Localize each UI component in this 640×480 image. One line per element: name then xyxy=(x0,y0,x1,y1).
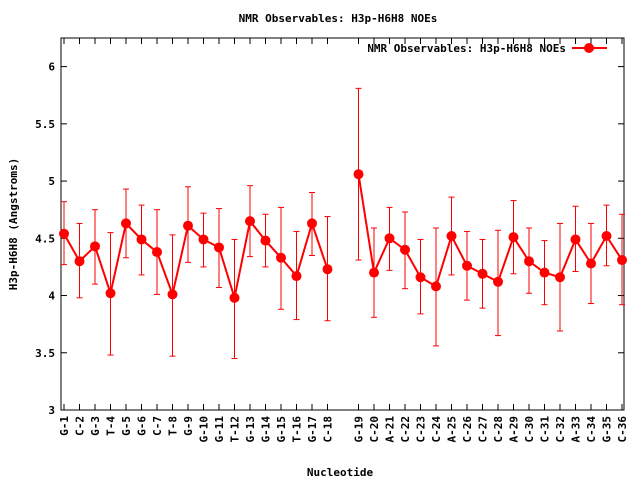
x-tick-label: C-2 xyxy=(74,416,87,436)
x-tick-label: C-26 xyxy=(461,416,474,443)
data-point xyxy=(260,235,271,246)
series-line xyxy=(63,218,329,299)
data-point xyxy=(152,247,162,258)
y-axis-label: H3p-H6H8 (Angstroms) xyxy=(7,158,20,290)
x-tick-label: A-21 xyxy=(384,416,397,443)
x-tick-label: T-8 xyxy=(167,416,180,436)
data-point xyxy=(183,220,193,231)
data-point xyxy=(167,289,178,300)
x-tick-label: C-20 xyxy=(368,416,381,443)
x-tick-label: C-34 xyxy=(585,416,598,443)
data-point xyxy=(353,169,364,180)
x-tick-label: G-15 xyxy=(275,416,288,443)
data-point xyxy=(74,256,85,267)
data-point xyxy=(229,292,240,303)
legend-marker xyxy=(584,43,594,53)
x-tick-label: A-29 xyxy=(508,416,521,443)
data-point xyxy=(601,231,612,242)
data-point xyxy=(307,218,317,229)
x-tick-label: C-31 xyxy=(539,416,552,443)
error-bars xyxy=(61,87,625,359)
x-tick-label: C-18 xyxy=(322,416,335,443)
x-tick-label: G-6 xyxy=(136,416,149,436)
data-point xyxy=(214,242,224,253)
x-tick-label: C-30 xyxy=(523,416,536,443)
data-point xyxy=(369,267,379,278)
data-point xyxy=(322,264,333,275)
data-point xyxy=(121,218,131,229)
y-tick-label: 4.5 xyxy=(35,232,55,245)
data-point xyxy=(586,258,596,269)
y-tick-label: 3.5 xyxy=(35,347,55,360)
legend: NMR Observables: H3p-H6H8 NOEs xyxy=(367,42,607,55)
data-point xyxy=(539,267,550,278)
legend-label: NMR Observables: H3p-H6H8 NOEs xyxy=(367,42,566,55)
series-lines xyxy=(63,174,623,299)
y-tick-label: 6 xyxy=(48,61,55,74)
y-tick-label: 5.5 xyxy=(35,118,55,131)
x-tick-label: C-23 xyxy=(415,416,428,443)
data-point xyxy=(291,271,302,282)
x-tick-label: T-12 xyxy=(229,416,242,443)
x-tick-label: A-33 xyxy=(570,416,583,443)
data-point xyxy=(59,228,69,239)
x-tick-label: G-11 xyxy=(213,416,226,443)
x-tick-label: C-27 xyxy=(477,416,490,443)
y-tick-label: 4 xyxy=(48,290,55,303)
data-point xyxy=(384,233,395,244)
data-point xyxy=(245,216,255,227)
data-point xyxy=(493,276,503,287)
data-point xyxy=(555,272,565,283)
x-tick-label: C-28 xyxy=(492,416,505,443)
y-tick-label: 5 xyxy=(48,175,55,188)
data-point xyxy=(524,256,534,267)
data-points xyxy=(59,169,627,303)
x-tick-label: C-24 xyxy=(430,416,443,443)
x-tick-label: G-5 xyxy=(120,416,133,436)
x-tick-label: G-3 xyxy=(89,416,102,436)
y-axis: 3 3.5 4 4.5 5 5.5 6 xyxy=(35,61,624,417)
x-axis-label: Nucleotide xyxy=(307,466,374,479)
data-point xyxy=(415,272,426,283)
x-tick-label: T-4 xyxy=(105,416,118,436)
chart-title: NMR Observables: H3p-H6H8 NOEs xyxy=(239,12,438,25)
x-tick-label: G-17 xyxy=(306,416,319,443)
x-tick-label: G-19 xyxy=(353,416,366,443)
data-point xyxy=(400,244,410,255)
x-tick-label: G-1 xyxy=(58,416,71,436)
series-line xyxy=(357,174,623,288)
x-tick-label: G-14 xyxy=(260,416,273,443)
data-point xyxy=(508,232,519,243)
x-tick-label: A-25 xyxy=(446,416,459,443)
data-point xyxy=(198,234,209,245)
x-tick-label: G-10 xyxy=(198,416,211,443)
x-tick-label: G-13 xyxy=(244,416,257,443)
data-point xyxy=(617,255,627,266)
x-tick-label: T-16 xyxy=(291,416,304,443)
data-point xyxy=(446,231,457,242)
data-point xyxy=(90,241,100,252)
x-tick-label: G-9 xyxy=(182,416,195,436)
x-tick-label: C-22 xyxy=(399,416,412,443)
data-point xyxy=(570,234,581,245)
data-point xyxy=(105,288,116,299)
x-tick-label: G-35 xyxy=(601,416,614,443)
data-point xyxy=(462,260,472,271)
plot-frame xyxy=(60,37,625,411)
data-point xyxy=(431,281,441,292)
x-tick-label: C-36 xyxy=(616,416,629,443)
data-point xyxy=(477,268,488,279)
x-axis: G-1 C-2 G-3 T-4 G-5 G-6 C-7 T-8 G-9 G-10 G-11 T-12 G… xyxy=(58,38,629,443)
x-tick-label: C-32 xyxy=(554,416,567,443)
data-point xyxy=(136,234,147,245)
y-tick-label: 3 xyxy=(48,404,55,417)
x-tick-label: C-7 xyxy=(151,416,164,436)
data-point xyxy=(276,252,286,263)
